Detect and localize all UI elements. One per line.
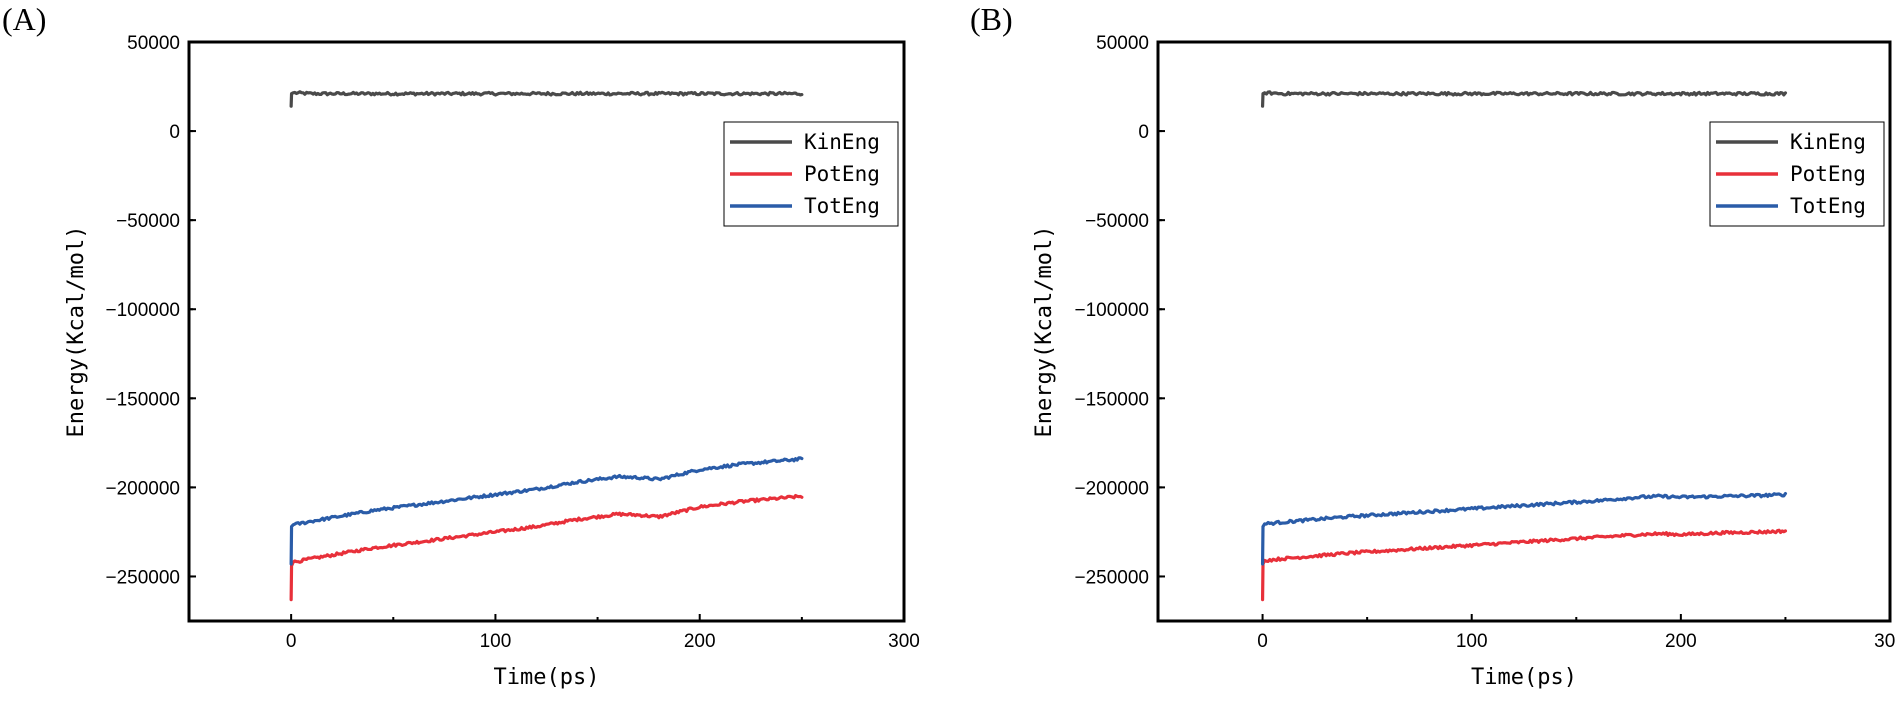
panel-label: (B) <box>970 1 1013 37</box>
y-tick-label: −50000 <box>116 211 180 232</box>
y-tick-label: −250000 <box>1075 567 1150 588</box>
legend: KinEng PotEng TotEng <box>1709 121 1885 227</box>
legend-label-kineng: KinEng <box>804 130 880 154</box>
series-line-poteng <box>1260 528 1788 602</box>
x-tick-label: 200 <box>1665 631 1697 652</box>
y-tick-label: 0 <box>169 122 180 143</box>
x-tick-label: 300 <box>888 631 920 652</box>
y-tick-label: −50000 <box>1085 211 1149 232</box>
series-line-toteng <box>289 456 804 566</box>
plot-frame <box>187 40 906 623</box>
x-tick-label: 0 <box>1257 631 1268 652</box>
legend-label-toteng: TotEng <box>804 194 880 218</box>
y-tick-label: −200000 <box>106 478 181 499</box>
x-tick-label: 300 <box>1874 631 1895 652</box>
y-tick-label: −100000 <box>1075 300 1150 321</box>
legend-label-poteng: PotEng <box>1790 162 1866 186</box>
chart-panel-b: (B) 50000 0 −50000 −100000 −150000 −200000 −250… <box>970 1 1895 690</box>
legend-label-poteng: PotEng <box>804 162 880 186</box>
y-tick-label: −150000 <box>106 389 181 410</box>
legend-label-toteng: TotEng <box>1790 194 1866 218</box>
y-axis-title: Energy(Kcal/mol) <box>1032 226 1057 438</box>
x-axis-title: Time(ps) <box>494 665 600 690</box>
series-line-poteng <box>289 493 804 602</box>
series-line-kineng <box>1260 90 1788 108</box>
x-axis-title: Time(ps) <box>1471 665 1577 690</box>
y-tick-label: −150000 <box>1075 389 1150 410</box>
x-tick-label: 100 <box>1456 631 1488 652</box>
x-tick-label: 100 <box>480 631 512 652</box>
y-tick-label: −250000 <box>106 567 181 588</box>
y-tick-label: −200000 <box>1075 478 1150 499</box>
series-line-kineng <box>289 90 804 108</box>
y-tick-label: −100000 <box>106 300 181 321</box>
legend: KinEng PotEng TotEng <box>723 121 899 227</box>
legend-label-kineng: KinEng <box>1790 130 1866 154</box>
y-axis-title: Energy(Kcal/mol) <box>64 226 89 438</box>
y-tick-label: 0 <box>1138 122 1149 143</box>
panel-label: (A) <box>2 1 46 37</box>
chart-panel-a: (A) 50000 0 −50000 −100000 −150000 −200000 −250… <box>2 1 920 690</box>
y-tick-label: 50000 <box>127 33 180 54</box>
x-tick-label: 0 <box>286 631 297 652</box>
series-line-toteng <box>1260 491 1788 566</box>
y-tick-label: 50000 <box>1096 33 1149 54</box>
plot-frame <box>1156 40 1892 623</box>
x-tick-label: 200 <box>684 631 716 652</box>
